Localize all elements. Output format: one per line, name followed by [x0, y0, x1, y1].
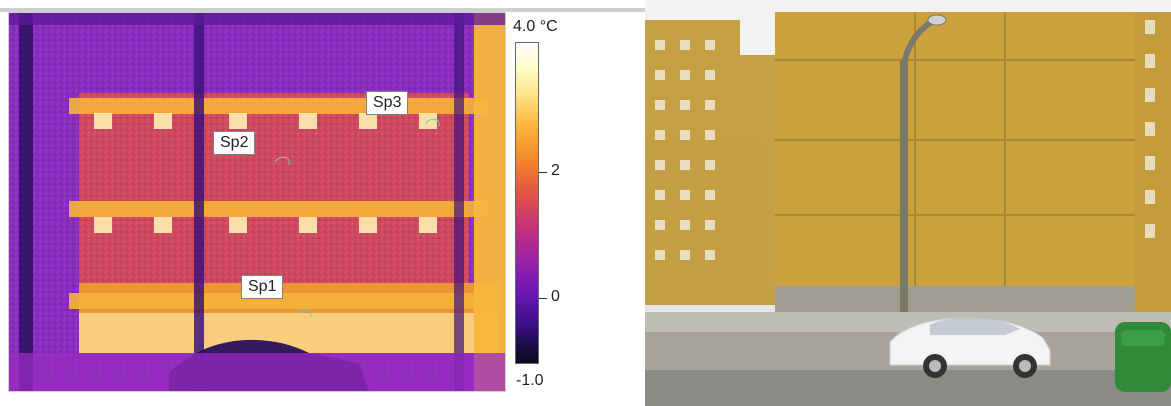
- tick-0: [539, 298, 547, 299]
- green-bin: [1115, 322, 1171, 392]
- panel-top-strip: [0, 8, 645, 12]
- spot-label-sp1: Sp1: [241, 275, 284, 299]
- spot-label-sp2: Sp2: [213, 131, 256, 155]
- colorbar-gradient: [515, 42, 539, 364]
- tick-2: [539, 172, 547, 173]
- building-photo: [645, 0, 1171, 406]
- temperature-colorbar: 2 0: [515, 42, 560, 364]
- thermal-panel: Sp1 Sp2 Sp3 4.0 °C 2 0 -1.0: [0, 0, 646, 406]
- colorbar-max-label: 4.0 °C: [513, 18, 558, 35]
- tick-label-2: 2: [551, 162, 560, 179]
- tick-label-0: 0: [551, 288, 560, 305]
- spot-label-sp3: Sp3: [366, 91, 409, 115]
- visual-photo-panel: [645, 0, 1171, 406]
- thermal-image: Sp1 Sp2 Sp3: [8, 12, 506, 392]
- colorbar-min-label: -1.0: [516, 372, 544, 389]
- white-car: [889, 317, 1051, 378]
